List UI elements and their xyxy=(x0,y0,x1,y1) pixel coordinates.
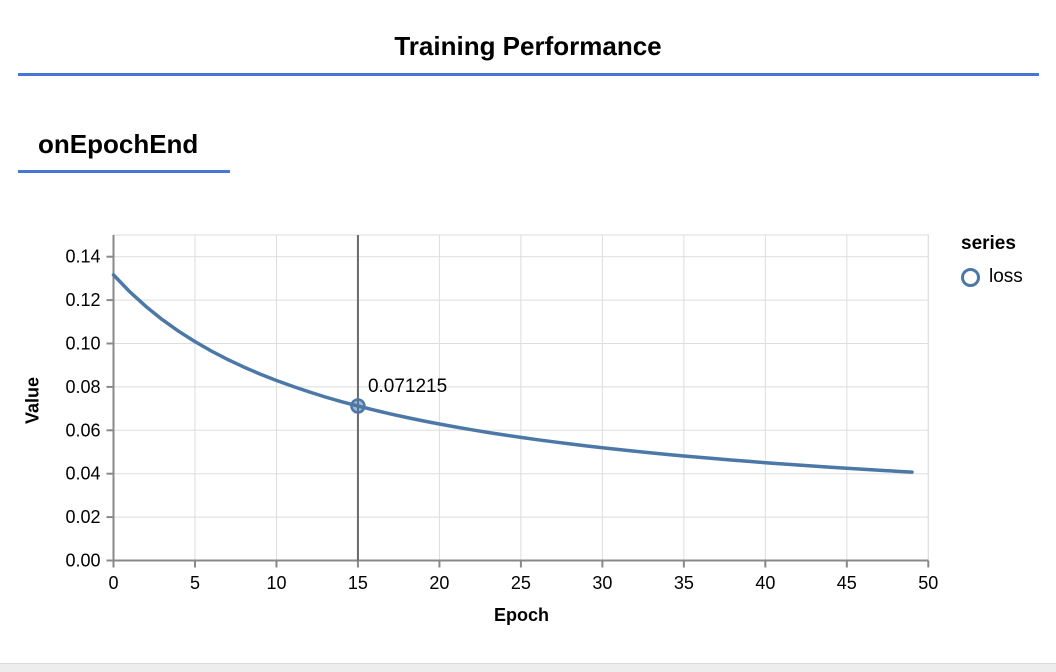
x-tick-label: 15 xyxy=(348,573,368,593)
x-tick-label: 0 xyxy=(108,573,118,593)
y-tick-label: 0.12 xyxy=(65,290,100,310)
x-tick-label: 45 xyxy=(837,573,857,593)
y-axis-title: Value xyxy=(22,376,43,425)
y-tick-label: 0.06 xyxy=(65,420,100,440)
chart-legend: series loss xyxy=(961,233,1023,288)
y-tick-label: 0.00 xyxy=(65,551,100,571)
y-tick-label: 0.14 xyxy=(65,247,100,267)
loss-line[interactable] xyxy=(111,273,914,474)
legend-item-label: loss xyxy=(989,266,1023,287)
bottom-panel-edge xyxy=(0,663,1056,672)
section-title: onEpochEnd xyxy=(38,129,199,159)
page-title: Training Performance xyxy=(394,31,662,61)
x-tick-label: 35 xyxy=(674,573,694,593)
y-tick-label: 0.02 xyxy=(65,507,100,527)
y-tick-label: 0.10 xyxy=(65,334,100,354)
y-tick-label: 0.04 xyxy=(65,464,100,484)
x-tick-label: 5 xyxy=(190,573,200,593)
highlight-point[interactable] xyxy=(350,398,366,414)
title-underline xyxy=(18,73,1039,76)
x-axis-title: Epoch xyxy=(493,605,549,625)
legend-item-loss[interactable]: loss xyxy=(961,266,1023,288)
x-tick-label: 40 xyxy=(755,573,775,593)
tooltip-value: 0.071215 xyxy=(368,376,447,397)
loss-series-marker-icon xyxy=(961,267,980,287)
x-tick-label: 25 xyxy=(511,573,531,593)
x-tick-label: 10 xyxy=(266,573,286,593)
x-tick-label: 30 xyxy=(592,573,612,593)
x-tick-label: 20 xyxy=(429,573,449,593)
legend-title: series xyxy=(961,233,1016,254)
x-tick-label: 50 xyxy=(918,573,938,593)
y-tick-label: 0.08 xyxy=(65,377,100,397)
section-underline xyxy=(18,170,230,173)
